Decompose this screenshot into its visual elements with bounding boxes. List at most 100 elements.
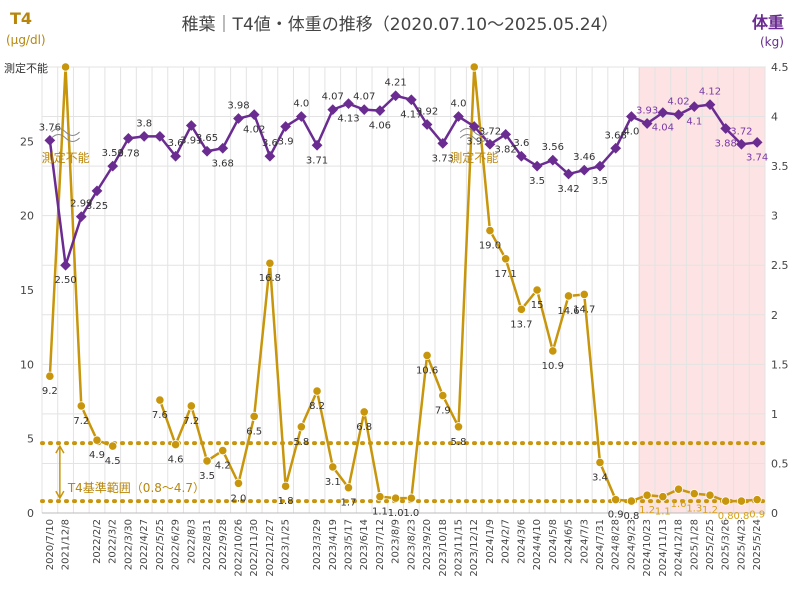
x-tick-label: 2023/9/20: [422, 519, 433, 570]
left-tick-label: 20: [20, 210, 34, 223]
weight-point: [531, 160, 543, 172]
t4-point: [501, 254, 511, 264]
t4-data-label: 1.1: [655, 507, 671, 518]
weight-point: [233, 113, 244, 124]
weight-data-label: 3.42: [557, 184, 579, 195]
weight-point: [578, 164, 590, 176]
unmeasurable-annotation: 測定不能: [42, 150, 90, 165]
weight-point: [60, 259, 71, 271]
x-tick-label: 2022/6/29: [171, 519, 182, 570]
right-tick-label: 3: [771, 210, 778, 223]
break-mark: [459, 128, 489, 142]
weight-line: [48, 94, 758, 267]
x-tick-label: 2023/12/12: [469, 519, 480, 577]
right-tick-label: 1: [771, 408, 778, 421]
weight-point: [185, 120, 197, 131]
x-tick-label: 2023/7/12: [375, 519, 386, 570]
t4-point: [626, 496, 637, 506]
weight-data-label: 3.82: [495, 144, 517, 155]
weight-data-label: 3.92: [416, 106, 438, 117]
t4-data-label: 4.9: [89, 450, 105, 461]
left-axis-top-label: 測定不能: [4, 61, 48, 75]
left-axis-unit: (μg/dl): [6, 33, 46, 47]
weight-point: [201, 145, 213, 157]
x-tick-label: 2022/8/31: [202, 519, 213, 570]
weight-point: [154, 131, 166, 142]
x-tick-label: 2022/9/28: [218, 519, 229, 570]
t4-point: [155, 395, 165, 405]
weight-data-label: 4.02: [243, 125, 265, 136]
weight-data-label: 4.07: [353, 92, 375, 103]
weight-point: [311, 139, 323, 151]
weight-data-label: 3.93: [636, 105, 658, 116]
right-tick-label: 4.5: [771, 61, 789, 74]
t4-data-label: 6.8: [356, 422, 372, 433]
t4-data-label: 3.4: [592, 472, 608, 483]
weight-data-label: 4.0: [451, 99, 467, 110]
weight-data-label: 3.78: [117, 148, 139, 159]
weight-data-label: 4.06: [369, 121, 391, 132]
t4-data-label: 1.0: [388, 508, 404, 519]
t4-point: [673, 484, 684, 494]
weight-point: [295, 111, 307, 122]
t4-data-label: 19.0: [479, 241, 501, 252]
weight-point: [547, 154, 559, 166]
t4-point: [595, 457, 605, 468]
weight-data-label: 3.8: [136, 118, 152, 129]
x-tick-label: 2024/8/28: [611, 519, 622, 570]
t4-point: [375, 492, 385, 502]
t4-data-label: 5.8: [451, 437, 467, 448]
t4-point: [170, 440, 181, 450]
weight-data-label: 3.76: [39, 122, 61, 133]
t4-point: [453, 422, 464, 432]
x-tick-label: 2023/6/14: [359, 519, 370, 570]
t4-data-label: 1.1: [372, 507, 388, 518]
x-tick-label: 2022/3/2: [108, 519, 119, 564]
right-axis-title: 体重: [752, 13, 784, 32]
t4-point: [642, 490, 652, 500]
right-tick-label: 3.5: [771, 160, 789, 173]
x-tick-label: 2023/5/17: [343, 519, 354, 570]
x-tick-label: 2024/12/18: [674, 519, 685, 577]
x-tick-label: 2023/10/18: [438, 519, 449, 577]
x-tick-label: 2024/7/31: [595, 519, 606, 570]
t4-point: [233, 478, 244, 488]
t4-point: [548, 346, 558, 356]
t4-data-label: 8.2: [309, 401, 325, 412]
x-tick-label: 2021/12/8: [61, 519, 72, 570]
t4-data-label: 6.5: [246, 426, 262, 437]
weight-data-label: 3.9: [466, 136, 482, 147]
t4-data-label: 13.7: [510, 319, 532, 330]
weight-point: [484, 138, 496, 150]
weight-point: [751, 136, 763, 148]
t4-point: [579, 289, 589, 300]
weight-data-label: 4.13: [337, 114, 359, 125]
t4-point: [705, 490, 715, 500]
weight-point: [453, 111, 464, 122]
right-tick-label: 0.5: [771, 457, 789, 470]
weight-data-label: 3.72: [479, 126, 501, 137]
t4-data-label: 1.2: [702, 505, 718, 516]
t4-point: [202, 456, 212, 466]
t4-data-label: 10.6: [416, 365, 438, 376]
right-tick-label: 4: [771, 111, 778, 124]
weight-data-label: 4.04: [652, 123, 674, 134]
ref-arrow-head-down: [55, 490, 65, 500]
x-tick-label: 2024/10/23: [642, 519, 653, 577]
right-tick-label: 2.5: [771, 259, 789, 272]
weight-data-label: 4.12: [699, 87, 721, 98]
weight-data-label: 3.46: [573, 152, 595, 163]
t4-point: [281, 481, 291, 491]
t4-point: [422, 350, 432, 361]
x-tick-label: 2022/2/2: [92, 519, 103, 564]
weight-point: [421, 119, 433, 130]
t4-data-label: 1.0: [403, 508, 419, 519]
t4-data-label: 4.6: [168, 455, 184, 466]
t4-point: [485, 225, 495, 236]
x-tick-label: 2023/3/29: [312, 519, 323, 570]
t4-data-label: 3.1: [325, 477, 341, 488]
chart-title: 稚葉｜T4値・体重の推移（2020.07.10〜2025.05.24）: [182, 15, 619, 35]
weight-point: [468, 121, 480, 132]
weight-point: [280, 121, 291, 132]
left-tick-label: 15: [20, 284, 34, 297]
